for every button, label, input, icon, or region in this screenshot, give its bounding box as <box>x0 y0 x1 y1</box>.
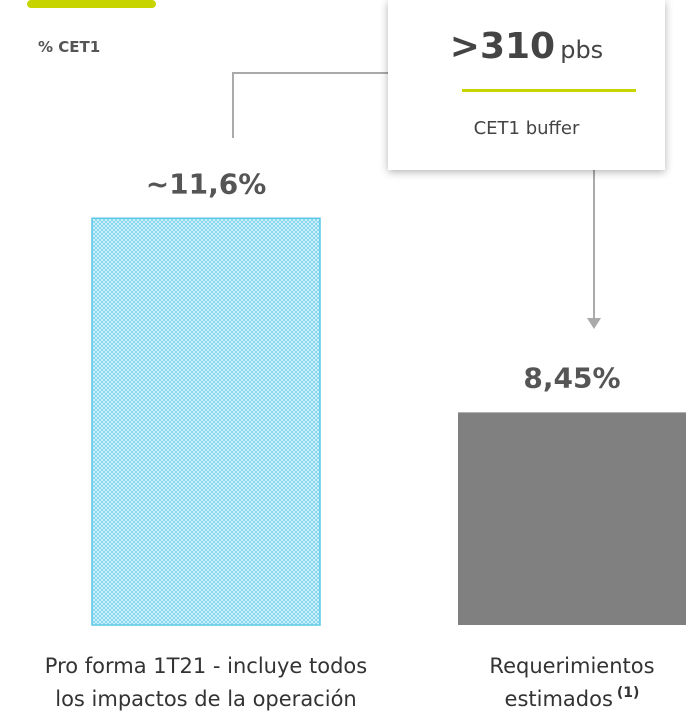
annotation-rule <box>462 89 636 92</box>
bar <box>458 412 686 625</box>
annotation-unit: pbs <box>560 36 604 64</box>
value-label: 8,45% <box>523 361 620 394</box>
footnote-mark: (1) <box>616 685 640 701</box>
subtitle: % CET1 <box>38 38 100 56</box>
category-label: Pro forma 1T21 - incluye todos los impac… <box>44 654 368 711</box>
arrow-head <box>587 318 601 329</box>
annotation-box: >310 pbs CET1 buffer <box>388 0 665 170</box>
connector <box>232 72 388 138</box>
accent-bar <box>27 0 156 8</box>
annotation-value: >310 pbs <box>388 26 665 67</box>
category-label: Requerimientos estimados (1) <box>489 654 655 711</box>
bar <box>91 217 321 626</box>
value-label: ~11,6% <box>146 167 267 200</box>
annotation-text: >310 <box>449 26 556 67</box>
annotation-caption: CET1 buffer <box>473 118 580 139</box>
